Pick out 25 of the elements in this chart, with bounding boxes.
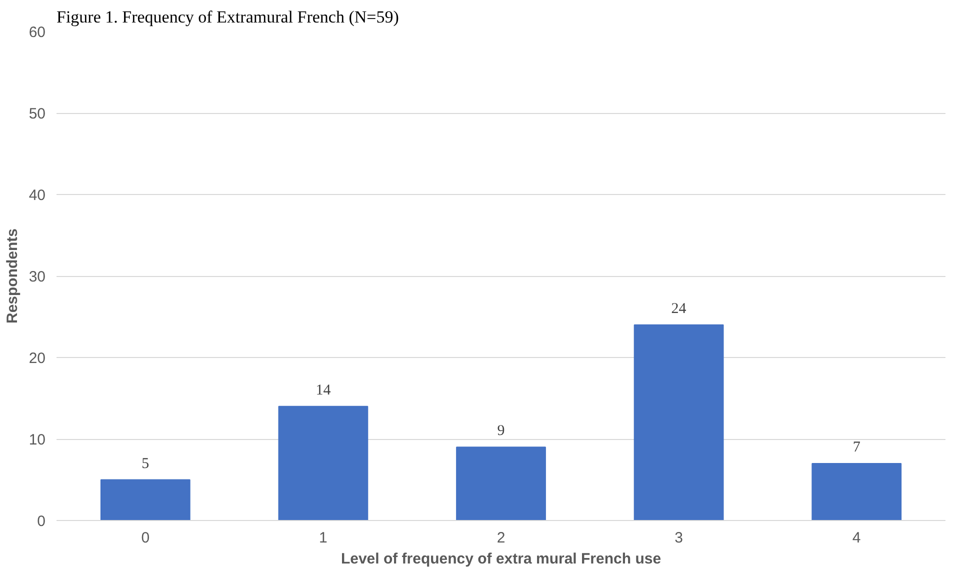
bar bbox=[456, 446, 546, 520]
x-tick-label: 2 bbox=[496, 530, 506, 546]
bar bbox=[100, 479, 190, 520]
y-tick-label: 60 bbox=[28, 24, 46, 41]
data-label: 14 bbox=[316, 382, 332, 398]
y-tick-label: 30 bbox=[28, 268, 46, 286]
data-label: 9 bbox=[497, 423, 505, 440]
bar bbox=[634, 324, 724, 520]
y-axis-title: Respondents bbox=[4, 228, 21, 324]
x-tick-label: 4 bbox=[852, 530, 861, 546]
bar bbox=[278, 406, 368, 520]
y-tick-label: 50 bbox=[28, 106, 46, 122]
y-tick-label: 20 bbox=[28, 350, 46, 367]
x-tick-label: 1 bbox=[319, 530, 328, 546]
data-label: 7 bbox=[852, 439, 861, 456]
y-tick-label: 10 bbox=[28, 432, 46, 448]
data-label: 5 bbox=[142, 456, 150, 472]
y-tick-label: 40 bbox=[28, 187, 46, 204]
x-tick-label: 3 bbox=[674, 530, 683, 546]
x-axis-title: Level of frequency of extra mural French use bbox=[340, 550, 662, 568]
y-tick-label: 0 bbox=[37, 513, 46, 530]
chart-title: Figure 1. Frequency of Extramural French (N=59) bbox=[56, 8, 399, 26]
bar bbox=[812, 462, 902, 520]
data-label: 24 bbox=[671, 300, 687, 317]
x-tick-label: 0 bbox=[141, 530, 150, 546]
